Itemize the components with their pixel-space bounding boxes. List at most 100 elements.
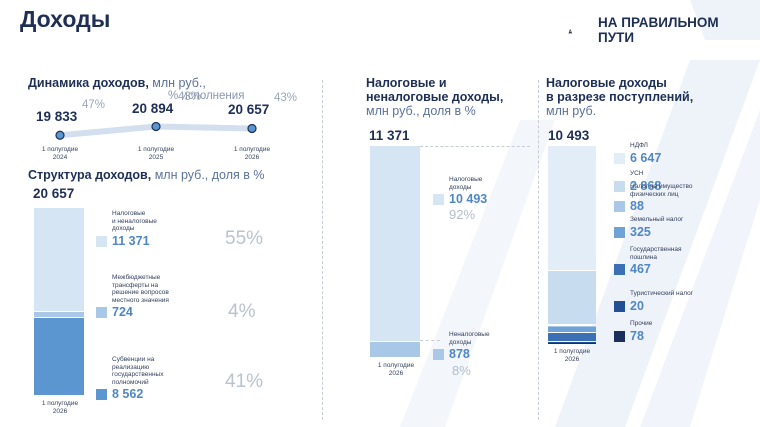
structure-legend-label-line: трансферты на [112, 281, 159, 289]
taxbreakdown-legend-label: НДФЛ [630, 142, 648, 150]
logo-line2: ПУТИ [598, 30, 635, 45]
structure-legend-swatch [96, 389, 107, 400]
structure-total: 20 657 [33, 186, 75, 201]
taxbreakdown-legend-value: 325 [630, 224, 651, 239]
dynamics-category: 1 полугодие 2026 [222, 146, 282, 161]
taxbreakdown-legend-swatch [614, 201, 625, 212]
taxnontax-legend-label-line: Неналоговые [449, 331, 490, 338]
taxnontax-connector-top [420, 146, 530, 147]
taxbreakdown-legend-label: Туристический налог [630, 290, 693, 298]
structure-legend-label-line: реализацию [112, 363, 150, 371]
taxbreakdown-legend-label-line: УСН [630, 170, 644, 177]
structure-legend-label-line: государственных [112, 371, 164, 378]
taxnontax-legend-pct: 92% [449, 207, 476, 222]
taxbreakdown-legend-swatch [614, 226, 625, 238]
taxbreakdown-total: 10 493 [548, 128, 590, 143]
taxnontax-title-line1: Налоговые и [366, 76, 447, 90]
structure-legend-label-line: местного значения [112, 296, 169, 304]
structure-legend-label-line: Межбюджетные [112, 274, 161, 281]
dynamics-title: Динамика доходов, млн руб., [28, 76, 206, 90]
taxbreakdown-legend-value: 2 868 [630, 178, 662, 193]
taxbreakdown-category-line1: 1 полугодие [553, 348, 591, 355]
taxnontax-legend-swatch [433, 349, 444, 360]
structure-legend-value: 724 [112, 305, 133, 319]
taxnontax-bar-segment [370, 146, 420, 341]
taxnontax-total: 11 371 [369, 128, 410, 143]
taxbreakdown-legend-label-line: физических лиц [630, 190, 679, 198]
taxbreakdown-legend-swatch [614, 264, 625, 275]
taxnontax-connector-bottom [420, 340, 440, 341]
taxbreakdown-title-units: млн руб. [546, 104, 597, 118]
structure-legend-label: Субвенции на реализацию государственных пол… [112, 356, 163, 386]
structure-legend-pct: 55% [225, 227, 264, 249]
taxbreakdown-legend-label-line: Государственная [630, 246, 682, 253]
taxnontax-legend-label: Налоговые доходы [449, 176, 482, 191]
structure-legend-label: Налоговые и неналоговые доходы [112, 210, 157, 233]
structure-legend-value: 8 562 [112, 387, 144, 401]
taxnontax-category: 1 полугодие 2026 [366, 362, 426, 377]
structure-legend-label-line: полномочий [112, 378, 149, 386]
taxnontax-legend-label-line: доходы [449, 183, 472, 191]
structure-legend-label-line: доходы [112, 225, 135, 232]
taxbreakdown-legend-value: 467 [630, 262, 651, 276]
taxbreakdown-bar-segment [548, 146, 596, 271]
taxbreakdown-legend-value: 20 [630, 298, 644, 313]
structure-legend-label: Межбюджетные трансферты на решение вопросо… [112, 274, 169, 304]
dynamics-subtitle: % исполнения [168, 90, 245, 102]
dynamics-point [247, 123, 257, 134]
dynamics-category: 1 полугодие 2025 [126, 146, 186, 161]
taxnontax-category-line2: 2026 [388, 369, 404, 377]
taxnontax-legend-label-line: Налоговые [449, 176, 483, 183]
structure-title-main: Структура доходов, [28, 168, 152, 182]
structure-category: 1 полугодие 2026 [30, 400, 90, 415]
structure-legend-pct: 4% [228, 301, 256, 322]
taxnontax-legend-label-line: доходы [449, 338, 472, 346]
taxbreakdown-legend-swatch [614, 300, 625, 312]
structure-stacked-bar [34, 208, 84, 396]
structure-legend-pct: 41% [225, 371, 264, 392]
taxbreakdown-legend-value: 88 [630, 199, 644, 213]
taxnontax-title-units: млн руб., доля в % [366, 104, 476, 118]
structure-category-line2: 2026 [52, 407, 68, 415]
structure-bar-segment [34, 318, 84, 395]
dynamics-pct-label: 43% [178, 90, 202, 103]
dynamics-category-line2: 2024 [52, 153, 68, 161]
taxnontax-category-line1: 1 полугодие [377, 362, 415, 369]
dynamics-line-chart [55, 121, 257, 140]
dynamics-category-line1: 1 полугодие [41, 146, 79, 153]
dynamics-point [55, 130, 65, 140]
dynamics-pct-label: 43% [274, 92, 298, 105]
page-title: Доходы [20, 6, 111, 32]
taxbreakdown-title-line1: Налоговые доходы [546, 76, 667, 90]
taxbreakdown-title-line2: в разрезе поступлений, [546, 90, 694, 104]
dynamics-pct-label: 47% [82, 99, 106, 112]
taxbreakdown-bar-segment [548, 333, 596, 342]
taxbreakdown-bar-segment [548, 325, 596, 327]
taxbreakdown-legend-label-line: Туристический налог [630, 290, 694, 297]
taxbreakdown-bar-segment [548, 327, 596, 333]
structure-title: Структура доходов, млн руб., доля в % [28, 168, 264, 182]
taxnontax-stacked-bar [370, 146, 420, 358]
dynamics-value-label: 20 657 [228, 102, 270, 118]
taxbreakdown-legend-label: Земельный налог [630, 216, 683, 224]
taxbreakdown-legend-label-line: Налог на имущество [630, 183, 693, 190]
structure-legend-label-line: Налоговые [112, 210, 146, 217]
taxnontax-legend-value: 10 493 [449, 192, 488, 206]
taxnontax-legend-value: 878 [449, 347, 470, 361]
structure-legend-swatch [96, 307, 107, 318]
taxbreakdown-legend-label-line: Прочие [630, 320, 653, 327]
dynamics-value-label: 20 894 [132, 100, 174, 116]
logo-line1: НА ПРАВИЛЬНОМ [598, 15, 719, 30]
taxbreakdown-legend-label-line: Земельный налог [630, 216, 684, 223]
dynamics-category-line2: 2026 [244, 153, 260, 161]
structure-bar-segment [34, 311, 84, 318]
taxnontax-legend-label: Неналоговые доходы [449, 331, 490, 346]
taxbreakdown-legend-label-line: НДФЛ [630, 142, 648, 149]
taxbreakdown-legend-label: Государственная пошлина [630, 246, 682, 261]
taxbreakdown-legend-value: 78 [630, 328, 644, 343]
structure-legend-swatch [96, 235, 107, 247]
logo-text: НА ПРАВИЛЬНОМ ПУТИ [598, 15, 719, 45]
logo-icon [568, 29, 572, 34]
structure-category-line1: 1 полугодие [41, 400, 79, 407]
